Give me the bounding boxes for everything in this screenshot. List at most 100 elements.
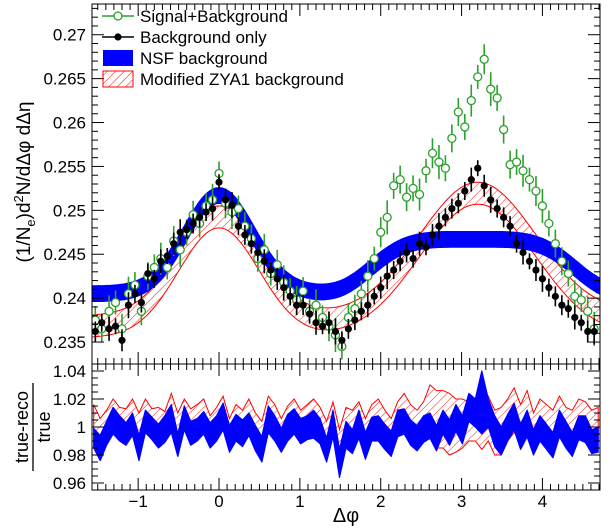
y-tick-label: 0.26 <box>53 114 86 133</box>
signal-point <box>447 133 457 143</box>
signal-point <box>524 174 535 185</box>
background-point <box>545 284 553 292</box>
signal-point <box>162 262 172 273</box>
background-point <box>364 301 372 309</box>
background-point <box>247 240 255 248</box>
signal-point <box>466 95 476 106</box>
signal-point <box>518 166 528 176</box>
background-point <box>92 327 99 336</box>
background-point <box>474 164 482 172</box>
signal-point <box>389 181 399 191</box>
background-point <box>441 213 450 221</box>
x-tick-label: 0 <box>214 492 223 511</box>
signal-point <box>550 239 561 249</box>
signal-point <box>492 93 502 103</box>
signal-point <box>233 203 244 214</box>
legend-marker-hatched-band <box>102 70 134 88</box>
signal-point <box>511 157 522 167</box>
signal-point <box>421 166 431 176</box>
signal-point <box>376 227 386 237</box>
legend: Signal+Background Background only NSF back… <box>102 7 344 89</box>
background-point <box>183 226 191 234</box>
signal-point <box>356 289 366 299</box>
signal-point <box>427 148 438 158</box>
signal-point <box>298 286 308 296</box>
signal-point <box>486 84 496 94</box>
signal-point <box>395 174 405 185</box>
background-point <box>377 284 385 292</box>
legend-label: Modified ZYA1 background <box>140 70 344 89</box>
background-point <box>111 322 120 330</box>
x-tick-label: −1 <box>128 492 147 511</box>
signal-point <box>369 253 379 264</box>
y-axis-label: (1/Ne)d2N/dΔφ dΔη <box>11 102 38 263</box>
background-point <box>551 292 559 300</box>
background-point <box>325 319 333 327</box>
legend-label: Background only <box>140 28 267 47</box>
signal-point <box>414 189 425 200</box>
background-point <box>538 275 547 283</box>
ratio-y-axis-label: true-reco true <box>12 383 54 471</box>
background-point <box>299 301 307 309</box>
background-point <box>525 257 534 265</box>
ratio-axes: 0.96 0.98 1 1.02 1.04 −1 0 1 2 3 4 <box>53 362 600 511</box>
background-point <box>163 252 171 260</box>
signal-point <box>557 256 567 266</box>
y-tick-label: 0.24 <box>53 289 86 308</box>
background-point <box>331 327 340 336</box>
signal-point <box>460 122 470 132</box>
ratio-ylabel-numerator: true-reco <box>12 391 32 463</box>
ratio-y-tick-label: 0.96 <box>53 474 86 493</box>
x-tick-label: 3 <box>457 492 466 511</box>
background-point <box>383 272 391 280</box>
background-point <box>396 257 404 265</box>
background-point <box>590 327 598 336</box>
signal-point <box>104 306 114 316</box>
background-point <box>558 301 566 309</box>
background-point <box>467 176 475 184</box>
signal-point <box>110 297 121 308</box>
background-point <box>293 301 301 309</box>
legend-marker-open-circle <box>113 11 123 21</box>
background-point <box>228 201 236 209</box>
background-point <box>267 266 275 274</box>
ratio-y-tick-label: 1.02 <box>53 390 86 409</box>
background-point <box>370 292 378 300</box>
background-point <box>461 187 469 195</box>
signal-point <box>311 300 321 310</box>
background-point <box>571 313 579 322</box>
legend-marker-filled-circle <box>114 33 122 41</box>
background-point <box>144 269 152 278</box>
x-tick-label: 2 <box>376 492 385 511</box>
background-point <box>577 319 585 327</box>
background-point <box>428 231 437 239</box>
ratio-y-tick-label: 0.98 <box>53 446 86 465</box>
background-point <box>196 213 204 221</box>
ratio-ylabel-denominator: true <box>34 411 54 442</box>
x-tick-label: 1 <box>295 492 304 511</box>
signal-point <box>479 54 489 64</box>
signal-point <box>473 72 483 82</box>
signal-point <box>382 212 392 223</box>
x-axis-label: Δφ <box>333 505 359 527</box>
background-point <box>124 301 133 309</box>
background-point <box>318 322 327 330</box>
ratio-nsf-band <box>93 370 599 478</box>
background-only-series <box>92 160 598 352</box>
signal-point <box>544 218 554 229</box>
background-point <box>344 325 352 333</box>
background-point <box>150 275 158 283</box>
background-point <box>519 248 527 257</box>
x-tick-label: 4 <box>538 492 547 511</box>
signal-point <box>576 295 586 305</box>
background-point <box>532 266 540 274</box>
y-tick-label: 0.27 <box>53 26 86 45</box>
background-point <box>202 208 210 216</box>
signal-point <box>498 124 509 135</box>
y-tick-label: 0.245 <box>43 245 86 264</box>
ratio-y-tick-label: 1 <box>77 418 86 437</box>
legend-label: NSF background <box>140 49 268 68</box>
main-plot-area <box>92 44 600 360</box>
signal-point <box>531 186 541 196</box>
legend-label: Signal+Background <box>140 7 288 26</box>
